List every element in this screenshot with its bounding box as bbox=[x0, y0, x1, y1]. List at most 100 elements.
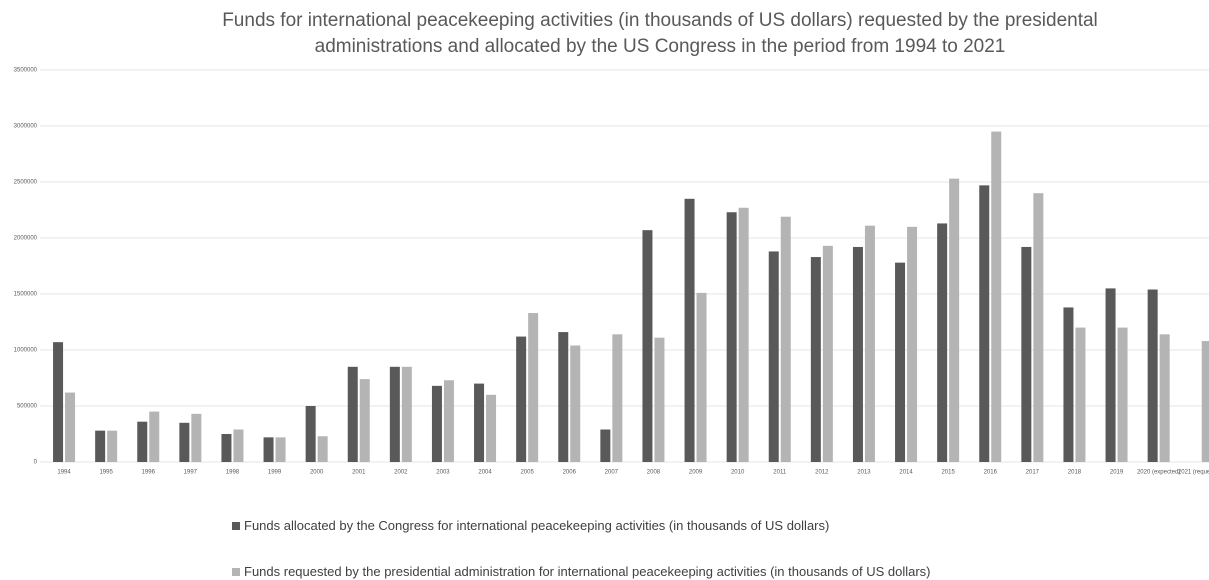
x-tick-label: 2013 bbox=[857, 470, 871, 476]
bar bbox=[991, 131, 1002, 462]
y-tick-label: 500000 bbox=[17, 404, 38, 410]
bar bbox=[768, 251, 779, 462]
bar bbox=[1063, 307, 1074, 462]
bar bbox=[221, 434, 232, 462]
bar bbox=[684, 198, 695, 463]
bar bbox=[570, 345, 581, 462]
bar bbox=[401, 366, 412, 462]
bar bbox=[1021, 246, 1032, 462]
bar bbox=[528, 313, 539, 462]
y-tick-label: 1500000 bbox=[14, 292, 38, 298]
bar bbox=[907, 226, 918, 462]
x-tick-label: 2021 (requested) bbox=[1178, 470, 1209, 476]
bar bbox=[275, 437, 286, 462]
bar bbox=[822, 245, 833, 462]
x-tick-label: 2009 bbox=[689, 470, 703, 476]
bar bbox=[179, 422, 190, 462]
x-tick-label: 2004 bbox=[478, 470, 492, 476]
bar bbox=[810, 257, 821, 462]
x-tick-label: 2008 bbox=[647, 470, 661, 476]
bar bbox=[1105, 288, 1116, 462]
bar bbox=[431, 385, 442, 462]
bar bbox=[937, 223, 948, 462]
x-tick-label: 1994 bbox=[57, 470, 71, 476]
x-tick-label: 2010 bbox=[731, 470, 745, 476]
bar bbox=[317, 436, 328, 462]
bar bbox=[1159, 334, 1170, 462]
x-tick-label: 2002 bbox=[394, 470, 408, 476]
legend-label: Funds allocated by the Congress for inte… bbox=[244, 518, 830, 533]
x-tick-label: 2007 bbox=[605, 470, 619, 476]
bar bbox=[233, 429, 244, 462]
x-tick-label: 2012 bbox=[815, 470, 829, 476]
bar bbox=[95, 430, 106, 462]
bar bbox=[1075, 327, 1086, 462]
legend-swatch bbox=[232, 521, 240, 530]
x-tick-label: 1996 bbox=[142, 470, 156, 476]
bar bbox=[389, 366, 400, 462]
y-tick-label: 1000000 bbox=[14, 348, 38, 354]
bar bbox=[149, 411, 160, 462]
bar bbox=[654, 337, 665, 462]
bar bbox=[1117, 327, 1128, 462]
legend-item: Funds allocated by the Congress for inte… bbox=[232, 518, 829, 533]
y-tick-label: 3000000 bbox=[14, 124, 38, 130]
bar bbox=[949, 178, 960, 462]
x-tick-label: 2006 bbox=[563, 470, 577, 476]
chart-title: Funds for international peacekeeping act… bbox=[222, 10, 1098, 57]
x-tick-label: 1999 bbox=[268, 470, 282, 476]
x-tick-label: 2017 bbox=[1026, 470, 1040, 476]
x-tick-label: 2001 bbox=[352, 470, 366, 476]
y-tick-label: 2000000 bbox=[14, 236, 38, 242]
x-tick-label: 2016 bbox=[984, 470, 998, 476]
y-tick-label: 0 bbox=[34, 460, 38, 466]
x-tick-label: 2015 bbox=[941, 470, 955, 476]
bar bbox=[780, 216, 791, 462]
bar bbox=[305, 406, 316, 462]
x-tick-label: 2019 bbox=[1110, 470, 1124, 476]
bar bbox=[612, 334, 623, 462]
y-tick-label: 2500000 bbox=[14, 180, 38, 186]
bar bbox=[895, 262, 906, 462]
legend-swatch bbox=[232, 567, 240, 576]
bar bbox=[1147, 289, 1158, 462]
y-tick-label: 3500000 bbox=[14, 68, 38, 74]
bar bbox=[137, 421, 148, 462]
x-tick-label: 1998 bbox=[226, 470, 240, 476]
x-tick-label: 2020 (expected) bbox=[1137, 470, 1180, 476]
bar bbox=[696, 292, 707, 462]
bar bbox=[600, 429, 611, 462]
bar bbox=[359, 379, 370, 462]
x-tick-label: 2005 bbox=[520, 470, 534, 476]
bar bbox=[443, 380, 454, 462]
bar bbox=[852, 246, 863, 462]
bar bbox=[864, 225, 875, 462]
bar bbox=[65, 392, 76, 462]
bar bbox=[738, 207, 749, 462]
bar bbox=[107, 430, 118, 462]
bar bbox=[979, 185, 990, 463]
legend-label: Funds requested by the presidential admi… bbox=[244, 564, 931, 579]
x-tick-label: 2003 bbox=[436, 470, 450, 476]
x-tick-label: 2014 bbox=[899, 470, 913, 476]
bar bbox=[1201, 341, 1209, 462]
bar bbox=[558, 332, 569, 462]
bar bbox=[263, 437, 274, 462]
bar bbox=[474, 383, 485, 462]
bar bbox=[53, 342, 64, 462]
bar bbox=[486, 394, 497, 462]
x-tick-label: 1995 bbox=[99, 470, 113, 476]
bar bbox=[642, 230, 653, 462]
x-tick-label: 1997 bbox=[184, 470, 198, 476]
x-tick-label: 2018 bbox=[1068, 470, 1082, 476]
bar bbox=[516, 336, 527, 462]
x-tick-label: 2011 bbox=[773, 470, 787, 476]
legend-item: Funds requested by the presidential admi… bbox=[232, 564, 931, 579]
x-tick-label: 2000 bbox=[310, 470, 324, 476]
bar bbox=[191, 413, 202, 462]
bar bbox=[726, 212, 737, 462]
bar bbox=[1033, 193, 1044, 462]
bar bbox=[347, 366, 358, 462]
